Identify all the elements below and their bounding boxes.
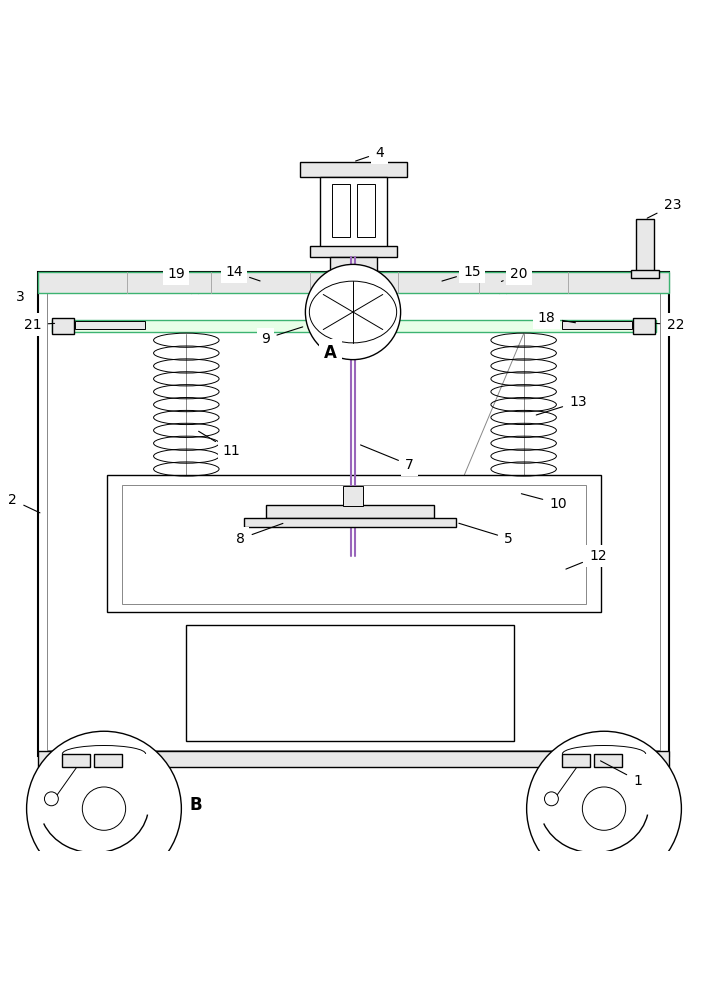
Circle shape <box>527 731 682 886</box>
Circle shape <box>544 792 559 806</box>
Circle shape <box>45 792 59 806</box>
Bar <box>94 754 122 767</box>
Bar <box>562 321 632 329</box>
Text: 12: 12 <box>566 549 607 569</box>
Bar <box>562 754 590 767</box>
Text: A: A <box>324 344 337 362</box>
Text: 7: 7 <box>361 445 414 472</box>
Bar <box>636 219 654 272</box>
Bar <box>300 162 407 177</box>
Bar <box>62 754 90 767</box>
Text: 10: 10 <box>521 494 567 511</box>
Circle shape <box>583 787 626 830</box>
Bar <box>52 318 74 334</box>
Text: 14: 14 <box>225 265 260 281</box>
Bar <box>594 754 622 767</box>
Bar <box>310 246 397 257</box>
Text: 2: 2 <box>8 493 40 513</box>
Bar <box>357 184 375 237</box>
Text: 9: 9 <box>262 327 303 346</box>
Text: 13: 13 <box>536 395 587 415</box>
Bar <box>122 485 586 604</box>
Text: 8: 8 <box>236 523 283 546</box>
Circle shape <box>82 787 126 830</box>
Bar <box>47 278 660 750</box>
Text: 4: 4 <box>356 146 384 161</box>
Bar <box>107 475 601 612</box>
Bar <box>332 184 350 237</box>
Text: B: B <box>190 796 203 814</box>
Circle shape <box>27 731 182 886</box>
Bar <box>37 272 670 293</box>
Bar <box>343 486 363 506</box>
Bar <box>37 272 670 756</box>
Text: 3: 3 <box>16 290 25 304</box>
Bar <box>244 518 456 527</box>
Bar <box>631 270 659 278</box>
Text: 5: 5 <box>459 523 513 546</box>
Text: 19: 19 <box>168 267 187 281</box>
Bar <box>37 751 670 767</box>
Circle shape <box>305 264 401 360</box>
Bar <box>633 318 655 334</box>
Text: 11: 11 <box>199 431 240 458</box>
Text: 21: 21 <box>24 318 54 332</box>
Text: 1: 1 <box>600 761 642 788</box>
Ellipse shape <box>310 281 397 343</box>
Text: 23: 23 <box>647 198 682 218</box>
Text: 15: 15 <box>442 265 481 281</box>
Bar <box>320 177 387 247</box>
Text: 18: 18 <box>537 311 575 325</box>
Bar <box>266 505 434 518</box>
Text: 20: 20 <box>501 267 527 281</box>
Bar <box>75 321 145 329</box>
Bar <box>330 257 377 271</box>
Bar <box>187 625 514 741</box>
Bar <box>52 320 655 332</box>
Text: 22: 22 <box>655 318 684 332</box>
